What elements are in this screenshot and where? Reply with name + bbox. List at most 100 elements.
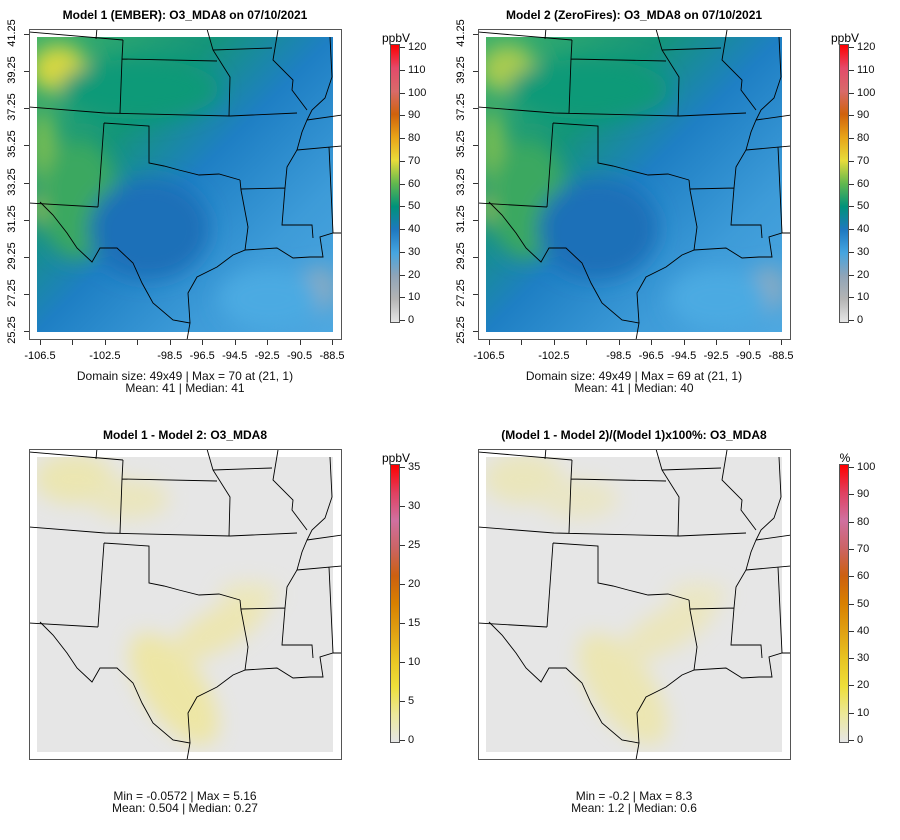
colorbar-tick-label: 70 (857, 154, 870, 167)
colorbar-tick-label: 40 (408, 223, 421, 235)
x-axis-tick-label: -106.5 (24, 350, 56, 362)
x-axis-tick-label: -98.5 (606, 350, 632, 362)
y-axis-tick-label: 29.25 (455, 241, 467, 270)
y-axis-tick-label: 27.25 (455, 279, 467, 307)
colorbar-tick (400, 47, 405, 48)
y-axis-tick (24, 331, 29, 332)
x-axis-tick-label: -88.5 (319, 350, 345, 362)
colorbar-tick-label: 100 (857, 461, 876, 473)
colorbar-tick-label: 60 (408, 177, 421, 190)
x-axis-tick (651, 340, 653, 345)
y-axis-tick (473, 331, 478, 332)
colorbar-tick (849, 521, 854, 523)
plot-area (478, 449, 791, 760)
y-axis-tick-label: 39.25 (455, 56, 467, 84)
y-axis-tick-label: 25.25 (455, 316, 467, 344)
panel-title: Model 2 (ZeroFires): O3_MDA8 on 07/10/20… (505, 8, 763, 22)
colorbar-tick-label: 10 (408, 291, 421, 304)
colorbar-tick-label: 30 (857, 245, 870, 258)
y-axis-tick (473, 71, 478, 73)
colorbar-tick (849, 320, 854, 321)
colorbar-tick (849, 494, 854, 496)
x-axis-tick (169, 340, 171, 345)
x-axis-tick-label: -94.5 (671, 350, 697, 362)
colorbar (839, 44, 849, 323)
colorbar-unit: ppbV (381, 451, 411, 465)
colorbar-tick-label: 30 (857, 652, 870, 665)
x-axis-tick (683, 340, 685, 345)
colorbar-tick-label: 50 (408, 200, 421, 213)
colorbar-tick (400, 160, 405, 162)
colorbar-tick (849, 138, 854, 139)
colorbar-tick (400, 274, 405, 276)
x-axis-tick-label: -90.5 (736, 350, 762, 362)
colorbar-tick (849, 576, 854, 578)
colorbar-tick-label: 10 (857, 291, 870, 304)
colorbar-tick-label: 20 (857, 268, 870, 281)
colorbar-tick-label: 5 (408, 695, 415, 707)
y-axis-tick (24, 108, 29, 110)
y-axis-tick-label: 39.25 (6, 56, 18, 84)
x-axis-tick (299, 340, 301, 345)
y-axis-tick (24, 182, 29, 184)
y-axis-tick (473, 108, 478, 110)
field (37, 457, 333, 752)
colorbar-tick-label: 60 (857, 177, 870, 190)
x-axis-tick (489, 340, 490, 345)
colorbar-tick-label: 90 (857, 488, 870, 501)
colorbar-tick-label: 20 (408, 578, 421, 590)
stats-line-2: Mean: 1.2 | Median: 0.6 (571, 801, 697, 815)
colorbar-tick-label: 50 (857, 597, 870, 610)
field (486, 37, 782, 332)
y-axis-tick-label: 35.25 (455, 130, 467, 159)
y-axis-tick (24, 34, 29, 35)
colorbar-tick-label: 70 (857, 542, 870, 555)
colorbar-tick-label: 110 (408, 63, 426, 76)
x-axis-tick-label: -102.5 (89, 350, 121, 362)
y-axis-tick-label: 25.25 (6, 316, 18, 344)
colorbar-tick-label: 80 (857, 132, 870, 144)
x-axis-tick-label: -102.5 (538, 350, 570, 362)
map-raster (479, 30, 790, 339)
x-axis-tick (40, 340, 41, 345)
colorbar-tick-label: 20 (408, 268, 421, 281)
x-axis-tick (72, 340, 74, 345)
colorbar-unit: % (839, 451, 851, 465)
colorbar-tick-label: 80 (857, 515, 870, 528)
y-axis-tick-label: 41.25 (6, 19, 18, 47)
y-axis-tick-label: 33.25 (455, 167, 467, 196)
colorbar (839, 464, 849, 743)
colorbar-tick (400, 740, 405, 741)
colorbar-tick-label: 60 (857, 570, 870, 583)
stats-line-1: Min = -0.2 | Max = 8.3 (575, 789, 693, 803)
colorbar-tick (400, 69, 405, 71)
colorbar-tick-label: 70 (408, 154, 421, 167)
colorbar-tick-label: 0 (408, 314, 415, 326)
y-axis-tick (473, 219, 478, 221)
colorbar-tick-label: 80 (408, 132, 421, 144)
y-axis-tick-label: 37.25 (455, 93, 467, 122)
colorbar-tick (400, 662, 405, 663)
colorbar-tick-label: 100 (857, 86, 876, 99)
colorbar-tick (400, 701, 405, 702)
colorbar-tick-label: 120 (408, 41, 427, 53)
colorbar-tick-label: 10 (408, 656, 421, 668)
colorbar-tick (400, 297, 405, 299)
colorbar-tick (849, 712, 854, 714)
colorbar-tick (849, 115, 854, 117)
colorbar-tick (400, 467, 405, 468)
colorbar-tick-label: 40 (857, 223, 870, 235)
colorbar-tick (849, 740, 854, 741)
colorbar-tick (849, 685, 854, 687)
colorbar-tick-label: 0 (857, 734, 864, 746)
colorbar (390, 44, 400, 323)
x-axis-tick (521, 340, 523, 345)
y-axis-tick-label: 31.25 (6, 204, 18, 233)
colorbar-tick (400, 229, 405, 230)
x-axis-tick (586, 340, 588, 345)
colorbar-unit: ppbV (830, 31, 860, 45)
x-axis-tick-label: -96.5 (638, 350, 664, 362)
colorbar-tick (849, 183, 854, 185)
colorbar-tick (849, 467, 854, 468)
